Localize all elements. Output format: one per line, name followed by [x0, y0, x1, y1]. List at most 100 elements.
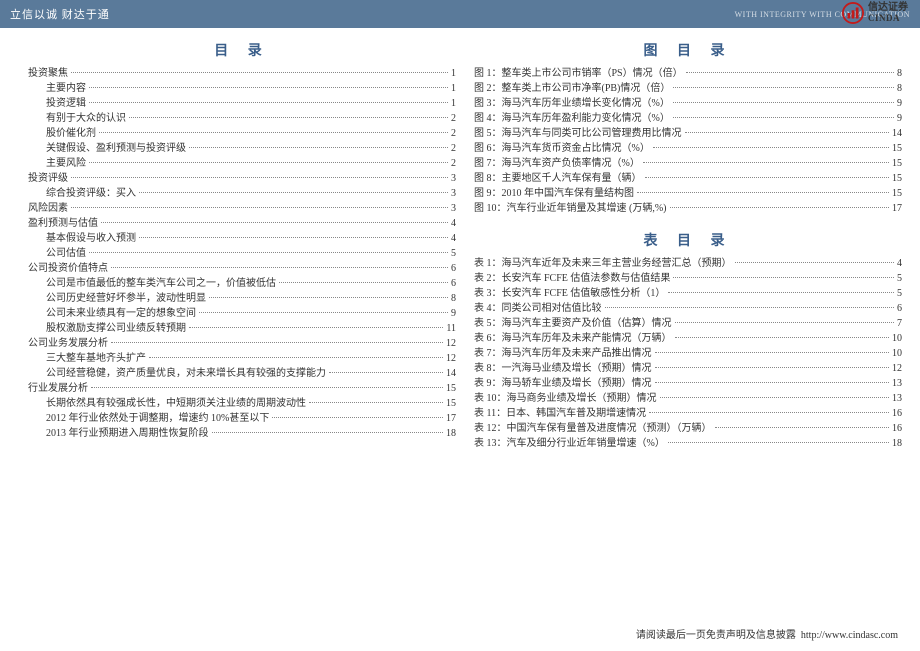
toc-row: 盈利预测与估值4	[28, 216, 456, 231]
toc-page: 8	[897, 66, 902, 81]
toc-page: 12	[446, 336, 456, 351]
toc-page: 12	[446, 351, 456, 366]
toc-label: 2012 年行业依然处于调整期，增速约 10%甚至以下	[46, 411, 269, 426]
toc-label: 图 4：海马汽车历年盈利能力变化情况（%）	[474, 111, 670, 126]
toc-dots	[668, 292, 894, 293]
toc-page: 5	[897, 286, 902, 301]
footer-disclaimer: 请阅读最后一页免责声明及信息披露 http://www.cindasc.com	[636, 626, 898, 641]
toc-label: 公司是市值最低的整车类汽车公司之一，价值被低估	[46, 276, 276, 291]
toc-dots	[129, 117, 448, 118]
toc-label: 风险因素	[28, 201, 68, 216]
toc-dots	[329, 372, 443, 373]
toc-row: 图 4：海马汽车历年盈利能力变化情况（%）9	[474, 111, 902, 126]
toc-page: 15	[892, 141, 902, 156]
toc-row: 风险因素3	[28, 201, 456, 216]
toc-dots	[660, 397, 890, 398]
toc-row: 表 10：海马商务业绩及增长（预期）情况13	[474, 391, 902, 406]
toc-label: 投资聚焦	[28, 66, 68, 81]
toc-row: 投资聚焦1	[28, 66, 456, 81]
toc-label: 公司估值	[46, 246, 86, 261]
toc-label: 表 5：海马汽车主要资产及价值（估算）情况	[474, 316, 672, 331]
toc-label: 表 3：长安汽车 FCFE 估值敏感性分析（1）	[474, 286, 665, 301]
toc-dots	[670, 207, 890, 208]
fig-list: 图 1：整车类上市公司市销率（PS）情况（倍）8图 2：整车类上市公司市净率(P…	[474, 66, 902, 216]
toc-label: 公司历史经营好坏参半，波动性明显	[46, 291, 206, 306]
toc-row: 表 8：一汽海马业绩及增长（预期）情况 12	[474, 361, 902, 376]
toc-dots	[735, 262, 895, 263]
toc-page: 5	[897, 271, 902, 286]
toc-label: 表 6：海马汽车历年及未来产能情况（万辆）	[474, 331, 672, 346]
toc-row: 图 2：整车类上市公司市净率(PB)情况（倍）8	[474, 81, 902, 96]
toc-dots	[673, 102, 894, 103]
toc-row: 公司投资价值特点6	[28, 261, 456, 276]
toc-page: 7	[897, 316, 902, 331]
toc-label: 主要风险	[46, 156, 86, 171]
toc-dots	[89, 162, 448, 163]
toc-row: 表 3：长安汽车 FCFE 估值敏感性分析（1） 5	[474, 286, 902, 301]
toc-row: 表 1：海马汽车近年及未来三年主营业务经营汇总（预期） 4	[474, 256, 902, 271]
toc-label: 公司投资价值特点	[28, 261, 108, 276]
toc-label: 股价催化剂	[46, 126, 96, 141]
toc-page: 10	[892, 346, 902, 361]
toc-page: 8	[897, 81, 902, 96]
toc-page: 15	[892, 171, 902, 186]
toc-row: 公司历史经营好坏参半，波动性明显8	[28, 291, 456, 306]
toc-dots	[139, 237, 448, 238]
toc-dots	[673, 87, 894, 88]
toc-dots	[99, 132, 448, 133]
toc-page: 17	[892, 201, 902, 216]
header-bar: 立信以诚 财达于通 WITH INTEGRITY WITH COMMUNICAT…	[0, 0, 920, 28]
toc-row: 关键假设、盈利预测与投资评级2	[28, 141, 456, 156]
toc-dots	[71, 177, 448, 178]
fig-title: 图 目 录	[474, 40, 902, 60]
toc-label: 表 8：一汽海马业绩及增长（预期）情况	[474, 361, 652, 376]
toc-label: 长期依然具有较强成长性，中短期须关注业绩的周期波动性	[46, 396, 306, 411]
toc-row: 长期依然具有较强成长性，中短期须关注业绩的周期波动性15	[28, 396, 456, 411]
toc-dots	[686, 72, 894, 73]
toc-page: 6	[897, 301, 902, 316]
toc-label: 有别于大众的认识	[46, 111, 126, 126]
toc-row: 图 7：海马汽车资产负债率情况（%）15	[474, 156, 902, 171]
toc-label: 表 11：日本、韩国汽车普及期增速情况	[474, 406, 646, 421]
toc-row: 三大整车基地齐头扩产12	[28, 351, 456, 366]
fig-tab-column: 图 目 录 图 1：整车类上市公司市销率（PS）情况（倍）8图 2：整车类上市公…	[456, 36, 902, 451]
toc-row: 图 10：汽车行业近年销量及其增速 (万辆,%)17	[474, 201, 902, 216]
toc-row: 表 6：海马汽车历年及未来产能情况（万辆）10	[474, 331, 902, 346]
toc-dots	[653, 147, 889, 148]
company-logo: 信达证券 CINDA	[842, 2, 908, 24]
toc-page: 12	[892, 361, 902, 376]
toc-page: 11	[446, 321, 456, 336]
toc-dots	[309, 402, 443, 403]
toc-page: 16	[892, 421, 902, 436]
toc-dots	[189, 147, 448, 148]
toc-dots	[605, 307, 895, 308]
toc-dots	[91, 387, 443, 388]
toc-row: 表 5：海马汽车主要资产及价值（估算）情况 7	[474, 316, 902, 331]
toc-page: 13	[892, 391, 902, 406]
toc-dots	[637, 192, 889, 193]
header-slogan: 立信以诚 财达于通	[10, 6, 727, 22]
toc-dots	[272, 417, 443, 418]
toc-dots	[111, 342, 443, 343]
toc-row: 图 8：主要地区千人汽车保有量（辆）15	[474, 171, 902, 186]
toc-page: 9	[897, 96, 902, 111]
toc-page: 18	[892, 436, 902, 451]
toc-dots	[685, 132, 890, 133]
toc-label: 表 1：海马汽车近年及未来三年主营业务经营汇总（预期）	[474, 256, 732, 271]
toc-page: 16	[892, 406, 902, 421]
toc-dots	[668, 442, 889, 443]
toc-page: 18	[446, 426, 456, 441]
toc-dots	[71, 207, 448, 208]
toc-dots	[279, 282, 448, 283]
toc-row: 基本假设与收入预测4	[28, 231, 456, 246]
tab-title: 表 目 录	[474, 230, 902, 250]
toc-row: 图 9：2010 年中国汽车保有量结构图15	[474, 186, 902, 201]
toc-row: 公司估值5	[28, 246, 456, 261]
toc-dots	[111, 267, 448, 268]
toc-dots	[645, 177, 890, 178]
toc-label: 图 3：海马汽车历年业绩增长变化情况（%）	[474, 96, 670, 111]
toc-label: 主要内容	[46, 81, 86, 96]
toc-page: 4	[897, 256, 902, 271]
toc-dots	[89, 87, 448, 88]
toc-label: 图 6：海马汽车货币资金占比情况（%）	[474, 141, 650, 156]
